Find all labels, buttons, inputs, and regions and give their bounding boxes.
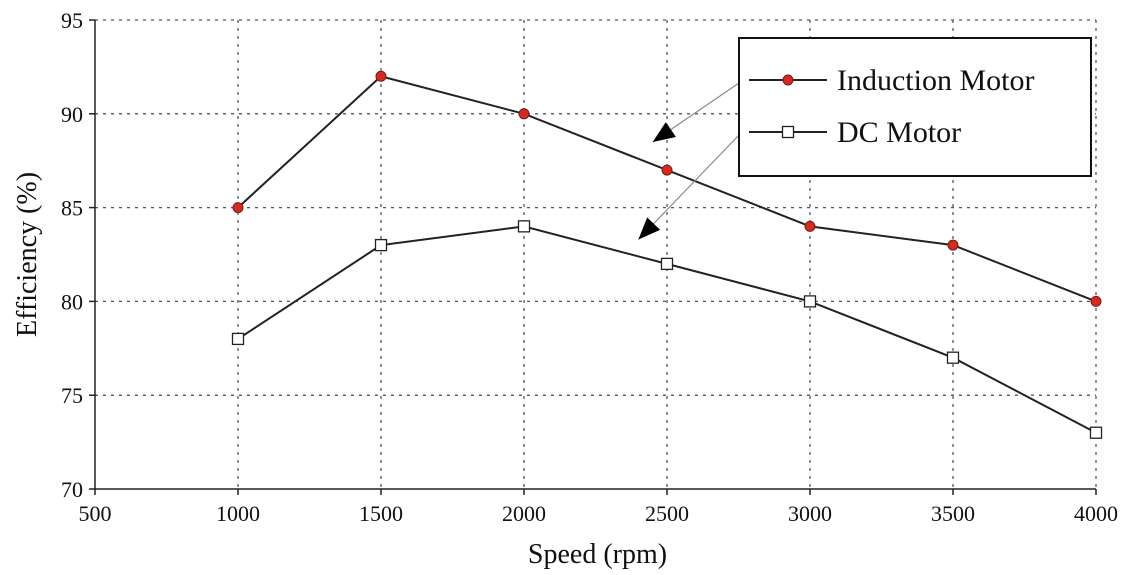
legend-label-dc-motor: DC Motor: [837, 116, 961, 149]
x-tick-label-3500: 3500: [931, 501, 975, 526]
annotation-arrow-line-1: [637, 134, 740, 240]
induction-motor-point-1000: [232, 202, 244, 214]
legend: Induction Motor DC Motor: [738, 37, 1092, 177]
y-tick-label-85: 85: [61, 196, 83, 221]
x-tick-label-4000: 4000: [1074, 501, 1118, 526]
x-tick-label-3000: 3000: [788, 501, 832, 526]
x-tick-label-1000: 1000: [216, 501, 260, 526]
legend-label-induction-motor: Induction Motor: [837, 64, 1034, 97]
dc-motor-point-2500: [660, 257, 674, 271]
dc-motor-point-3000: [803, 295, 817, 308]
series-layer: [231, 70, 1103, 439]
x-tick-label-500: 500: [79, 501, 112, 526]
axis-layer: 500 1000 1500 2000 2500 3000 3500 4000 70 75 80 85 9…: [61, 8, 1118, 526]
induction-motor-point-1500: [375, 70, 387, 82]
induction-motor-point-3500: [947, 239, 959, 251]
dc-motor-point-3500: [946, 351, 960, 364]
dc-motor-point-1000: [231, 332, 245, 346]
y-tick-label-90: 90: [61, 102, 83, 127]
dc-motor-point-1500: [374, 238, 388, 252]
x-tick-label-2000: 2000: [502, 501, 546, 526]
annotation-arrowhead-0: [652, 122, 676, 142]
x-tick-label-1500: 1500: [359, 501, 403, 526]
dc-motor-line: [237, 225, 1097, 434]
induction-motor-point-4000: [1090, 295, 1102, 307]
y-tick-label-95: 95: [61, 8, 83, 33]
legend-box: [738, 37, 1092, 177]
dc-motor-point-4000: [1089, 426, 1103, 439]
y-tick-label-70: 70: [61, 477, 83, 502]
x-tick-label-2500: 2500: [645, 501, 689, 526]
x-axis-title: Speed (rpm): [528, 539, 667, 570]
y-axis-title: Efficiency (%): [12, 172, 43, 337]
dc-motor-point-2000: [517, 220, 531, 233]
induction-motor-point-3000: [804, 220, 816, 232]
induction-motor-point-2000: [518, 108, 530, 120]
y-tick-label-75: 75: [61, 383, 83, 408]
y-tick-label-80: 80: [61, 289, 83, 314]
annotation-layer: [637, 82, 740, 240]
legend-marker-dc-motor: [781, 125, 795, 139]
annotation-arrowhead-1: [638, 217, 661, 240]
legend-marker-induction-motor: [782, 74, 794, 86]
induction-motor-point-2500: [661, 164, 673, 176]
